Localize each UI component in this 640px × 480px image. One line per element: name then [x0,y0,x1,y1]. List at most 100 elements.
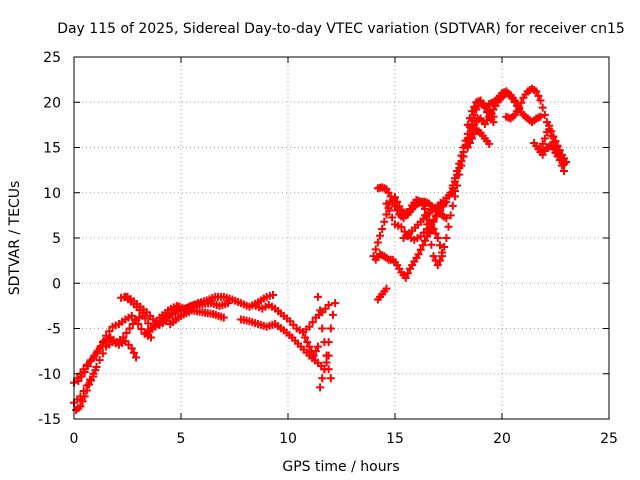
data-point [122,329,131,338]
data-point [269,291,278,300]
data-point [459,148,468,157]
data-point [132,353,141,362]
y-tick-label: 25 [43,50,61,66]
data-point [309,351,318,360]
data-point [534,91,543,100]
data-point [393,206,402,215]
data-point [385,206,394,215]
y-axis-label: SDTVAR / TECUs [7,181,23,296]
data-point [455,159,464,168]
data-point [532,87,541,96]
x-tick-label: 0 [70,431,79,447]
data-point [82,386,91,395]
data-point [137,324,146,333]
data-point [95,356,104,365]
data-point [105,327,114,336]
data-point [326,324,335,333]
data-point [515,103,524,112]
data-point [308,318,317,327]
y-tick-label: 15 [43,141,61,157]
data-point [316,383,325,392]
data-point [87,356,96,365]
data-point [127,344,136,353]
data-points [70,84,571,414]
data-point [373,238,382,247]
data-point [414,250,423,259]
data-point [468,107,477,116]
data-point [448,201,457,210]
data-point [93,347,102,356]
x-tick-label: 10 [279,431,297,447]
data-point [388,197,397,206]
data-point [380,217,389,226]
data-point [305,322,314,331]
data-point [489,118,498,127]
data-point [555,156,564,165]
data-point [465,114,474,123]
data-point [313,342,322,351]
data-point [450,174,459,183]
x-tick-label: 25 [600,431,618,447]
data-point [397,223,406,232]
data-point [425,229,434,238]
data-point [429,215,438,224]
data-point [463,120,472,129]
y-tick-label: -10 [38,367,61,383]
data-point [313,292,322,301]
data-point [547,127,556,136]
x-axis-label: GPS time / hours [282,459,399,475]
data-point [538,139,547,148]
data-point [391,202,399,211]
data-point [98,349,107,358]
data-point [418,241,427,250]
data-point [403,269,412,278]
data-point [562,157,571,166]
data-point [144,319,153,328]
data-point [536,112,545,121]
data-point [435,256,444,265]
data-point [305,342,314,351]
data-point [324,300,333,309]
data-point [125,324,134,333]
data-point [78,397,87,406]
data-point [448,181,457,190]
data-point [453,167,462,176]
data-point [551,137,560,146]
data-point [90,351,99,360]
data-point [427,240,436,249]
axis-ticks: 0 5 10 15 20 25 -15 -10 -5 0 5 10 15 20 25 [38,50,618,447]
data-point [429,252,438,261]
data-point [326,374,335,383]
data-point [446,211,455,220]
data-point [224,299,233,308]
data-point [77,372,86,381]
data-point [545,121,554,130]
x-tick-label: 15 [386,431,404,447]
y-tick-label: 5 [52,231,61,247]
data-point [382,199,391,208]
data-point [444,222,453,231]
data-point [147,333,156,342]
data-point [401,273,410,282]
data-point [382,284,391,293]
data-point [328,310,337,319]
data-point [324,338,333,347]
data-point [485,139,494,148]
data-point [433,261,442,270]
data-point [96,342,105,351]
data-point [442,234,451,242]
data-point [376,231,385,240]
y-tick-label: -5 [47,322,61,338]
data-point [318,374,327,383]
data-point [442,214,451,223]
data-point [322,351,331,360]
data-point [371,245,380,254]
data-point [536,96,545,105]
gridlines [74,57,609,419]
data-point [303,338,312,347]
data-point [463,143,472,152]
data-point [416,245,425,254]
data-point [378,224,387,233]
